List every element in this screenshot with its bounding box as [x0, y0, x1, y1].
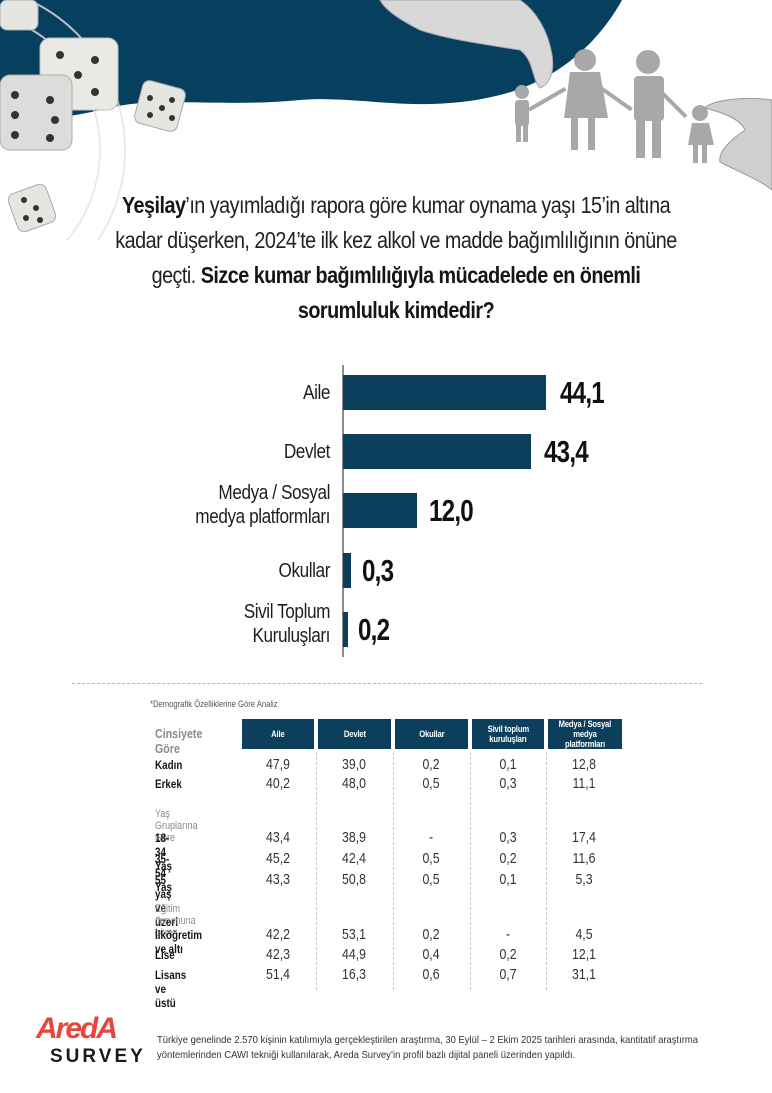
headline-question: Sizce kumar bağımlılığıyla mücadelede en… — [200, 262, 641, 323]
table-cell: 12,1 — [572, 946, 596, 963]
table-cell: 44,9 — [342, 946, 366, 963]
table-cell: 0,4 — [422, 946, 440, 963]
bar-label: Devlet — [283, 441, 331, 463]
table-cell: 0,2 — [499, 946, 517, 963]
methodology-note: Türkiye genelinde 2.570 kişinin katılımı… — [157, 1034, 698, 1061]
group-title: Cinsiyete Göre — [155, 726, 203, 756]
column-header-medya: Medya / Sosyal medya platformları — [548, 719, 622, 749]
column-header-stk: Sivil toplum kuruluşları — [472, 719, 544, 749]
column-separator — [316, 752, 317, 990]
table-cell: 5,3 — [575, 871, 593, 888]
bar — [343, 434, 531, 469]
column-separator — [546, 752, 547, 990]
bar-row-devlet: Devlet 43,4 — [0, 434, 772, 469]
column-separator — [470, 752, 471, 990]
group-title: Eğitim durumuna göre — [155, 903, 196, 939]
bar-row-okullar: Okullar 0,3 — [0, 553, 772, 588]
hero-illustration — [0, 0, 772, 240]
bar-row-stk: Sivil Toplum Kuruluşları 0,2 — [0, 601, 772, 647]
table-cell: 0,3 — [499, 775, 517, 792]
column-header-aile: Aile — [242, 719, 314, 749]
column-header-okullar: Okullar — [395, 719, 468, 749]
table-cell: 0,6 — [422, 966, 440, 983]
table-cell: 40,2 — [266, 775, 290, 792]
table-cell: 38,9 — [342, 829, 366, 846]
table-cell: 39,0 — [342, 756, 366, 773]
table-cell: 0,5 — [422, 850, 440, 867]
bar — [343, 375, 546, 410]
row-label: Erkek — [155, 777, 182, 791]
table-cell: 51,4 — [266, 966, 290, 983]
bar-label: Okullar — [278, 560, 331, 582]
table-cell: 0,1 — [499, 871, 517, 888]
bar-label: Aile — [303, 382, 330, 404]
column-separator — [393, 752, 394, 990]
row-label: Lise — [155, 948, 175, 962]
table-cell: 50,8 — [342, 871, 366, 888]
table-cell: 47,9 — [266, 756, 290, 773]
table-cell: 42,3 — [266, 946, 290, 963]
table-cell: 12,8 — [572, 756, 596, 773]
headline: Yeşilay’ın yayımladığı rapora göre kumar… — [107, 188, 685, 328]
bar-row-medya: Medya / Sosyal medya platformları 12,0 — [0, 482, 772, 528]
table-cell: 48,0 — [342, 775, 366, 792]
table-cell: 0,5 — [422, 775, 440, 792]
column-header-devlet: Devlet — [318, 719, 391, 749]
row-label: 55 yaş ve üzeri — [155, 873, 178, 929]
logo-subtitle: SURVEY — [50, 1046, 146, 1067]
table-cell: 0,2 — [422, 756, 440, 773]
table-cell: 0,1 — [499, 756, 517, 773]
bar — [343, 612, 348, 647]
table-cell: 0,2 — [499, 850, 517, 867]
dice-icon — [0, 0, 186, 233]
table-cell: 4,5 — [575, 926, 593, 943]
family-silhouette-icon — [515, 49, 714, 163]
table-cell: 11,6 — [572, 850, 596, 867]
bar — [343, 553, 351, 588]
table-cell: 42,4 — [342, 850, 366, 867]
row-label: İlköğretim ve altı — [155, 928, 203, 956]
row-label: Lisans ve üstü — [155, 968, 187, 1010]
areda-survey-logo: AredA SURVEY — [36, 1012, 146, 1072]
bar-row-aile: Aile 44,1 — [0, 375, 772, 410]
row-label: 18-34 Yaş — [155, 831, 172, 873]
bar-value: 0,3 — [362, 553, 394, 588]
table-cell: 43,3 — [266, 871, 290, 888]
bar-value: 43,4 — [544, 434, 589, 469]
bar-label: medya platformları — [195, 506, 330, 528]
headline-brand: Yeşilay — [121, 192, 186, 218]
logo-wordmark: AredA — [36, 1012, 118, 1045]
table-cell: 0,7 — [499, 966, 517, 983]
table-cell: 0,2 — [422, 926, 440, 943]
row-label: 35-54 Yaş — [155, 852, 172, 894]
table-cell: - — [428, 829, 434, 846]
section-divider — [72, 683, 702, 684]
bar-label: Sivil Toplum — [243, 601, 331, 623]
row-label: Kadın — [155, 758, 183, 772]
table-cell: 17,4 — [572, 829, 596, 846]
table-cell: 53,1 — [342, 926, 366, 943]
table-cell: 42,2 — [266, 926, 290, 943]
bar — [343, 493, 417, 528]
table-cell: 16,3 — [342, 966, 366, 983]
table-cell: - — [505, 926, 511, 943]
table-cell: 0,5 — [422, 871, 440, 888]
bar-value: 44,1 — [560, 375, 605, 410]
bar-label: Medya / Sosyal — [218, 482, 330, 504]
group-title: Yaş Gruplarına Göre — [155, 808, 198, 844]
headline-body: ’ın yayımladığı rapora göre kumar oynama… — [115, 192, 677, 288]
table-cell: 31,1 — [572, 966, 596, 983]
hand-right-icon — [704, 97, 772, 191]
bar-value: 0,2 — [358, 612, 390, 647]
table-cell: 0,3 — [499, 829, 517, 846]
bar-label: Kuruluşları — [252, 625, 331, 647]
hand-top-icon — [379, 0, 554, 89]
table-note: *Demografik Özelliklerine Göre Analiz — [150, 699, 278, 709]
table-cell: 11,1 — [572, 775, 596, 792]
table-cell: 45,2 — [266, 850, 290, 867]
table-cell: 43,4 — [266, 829, 290, 846]
bar-value: 12,0 — [429, 493, 474, 528]
